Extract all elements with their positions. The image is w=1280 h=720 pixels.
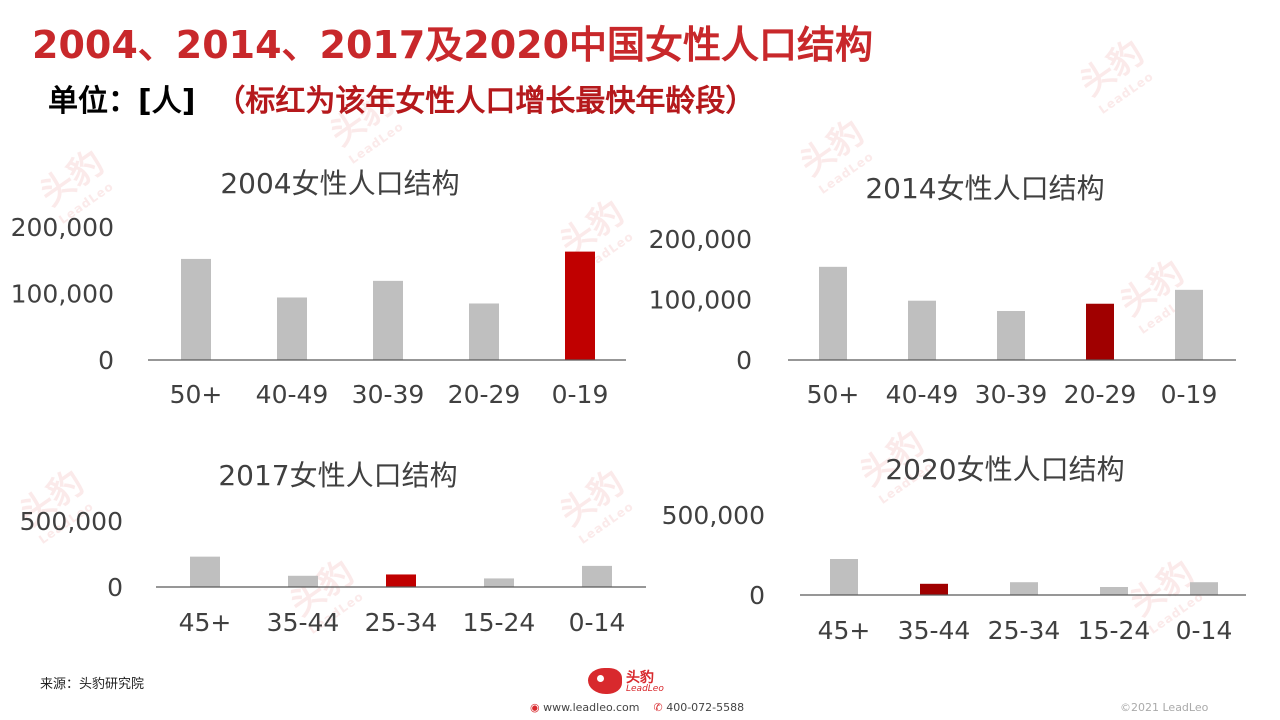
bar — [582, 565, 612, 587]
globe-icon: ◉ — [530, 701, 540, 714]
x-category-label: 40-49 — [886, 380, 959, 409]
y-tick-label: 500,000 — [662, 501, 765, 530]
x-category-label: 20-29 — [448, 380, 521, 409]
y-tick-label: 100,000 — [11, 280, 114, 309]
x-category-label: 40-49 — [256, 380, 329, 409]
bar — [469, 303, 499, 360]
x-category-label: 30-39 — [975, 380, 1048, 409]
x-category-label: 0-14 — [1176, 616, 1233, 645]
x-category-label: 25-34 — [365, 608, 438, 637]
bar — [920, 583, 948, 595]
x-category-label: 25-34 — [988, 616, 1061, 645]
bar — [277, 297, 307, 360]
bar — [819, 266, 847, 360]
x-category-label: 0-19 — [1161, 380, 1218, 409]
website-link[interactable]: www.leadleo.com — [543, 701, 640, 714]
bar — [181, 258, 211, 360]
y-tick-label: 0 — [749, 581, 765, 610]
bar — [1190, 582, 1218, 595]
logo-text-cn: 头豹 — [626, 669, 654, 686]
x-category-label: 15-24 — [463, 608, 536, 637]
x-category-label: 35-44 — [898, 616, 971, 645]
x-category-label: 45+ — [179, 608, 232, 637]
y-tick-label: 0 — [98, 346, 114, 375]
x-category-label: 15-24 — [1078, 616, 1151, 645]
x-category-label: 50+ — [170, 380, 223, 409]
bar — [1175, 289, 1203, 360]
bar — [997, 310, 1025, 360]
page-subtitle: 单位：[人] （标红为该年女性人口增长最快年龄段） — [48, 76, 755, 120]
x-category-label: 50+ — [807, 380, 860, 409]
phone-icon: ✆ — [653, 701, 663, 714]
y-tick-label: 500,000 — [20, 507, 123, 536]
y-tick-label: 0 — [736, 346, 752, 375]
x-category-label: 30-39 — [352, 380, 425, 409]
leopard-logo-icon — [588, 668, 622, 694]
chart-title: 2017女性人口结构 — [218, 459, 457, 492]
y-tick-label: 200,000 — [649, 225, 752, 254]
highlight-note: （标红为该年女性人口增长最快年龄段） — [215, 84, 756, 119]
bar — [830, 559, 858, 595]
chart-title: 2020女性人口结构 — [885, 453, 1124, 486]
bar — [1100, 587, 1128, 595]
bar — [565, 251, 595, 360]
phone-number: 400-072-5588 — [666, 701, 745, 714]
logo-text-en: LeadLeo — [626, 683, 664, 694]
chart-title: 2014女性人口结构 — [865, 172, 1104, 205]
footer-logo: 头豹 LeadLeo — [588, 668, 664, 694]
x-category-label: 35-44 — [267, 608, 340, 637]
bar — [288, 575, 318, 587]
footer-contact: ◉ www.leadleo.com ✆ 400-072-5588 — [530, 701, 744, 714]
unit-label: 单位：[人] — [48, 84, 196, 119]
copyright: ©2021 LeadLeo — [1120, 701, 1209, 714]
bar — [190, 556, 220, 587]
source-note: 来源：头豹研究院 — [40, 677, 145, 692]
x-category-label: 0-19 — [552, 380, 609, 409]
bar — [1010, 582, 1038, 595]
bar — [1086, 303, 1114, 360]
x-category-label: 0-14 — [569, 608, 626, 637]
bar — [373, 280, 403, 360]
y-tick-label: 0 — [107, 573, 123, 602]
y-tick-label: 100,000 — [649, 286, 752, 315]
x-category-label: 45+ — [818, 616, 871, 645]
bar — [386, 574, 416, 587]
bar — [484, 578, 514, 587]
bar — [908, 300, 936, 360]
chart-title: 2004女性人口结构 — [220, 167, 459, 200]
y-tick-label: 200,000 — [11, 213, 114, 242]
x-category-label: 20-29 — [1064, 380, 1137, 409]
page-title: 2004、2014、2017及2020中国女性人口结构 — [32, 23, 874, 67]
